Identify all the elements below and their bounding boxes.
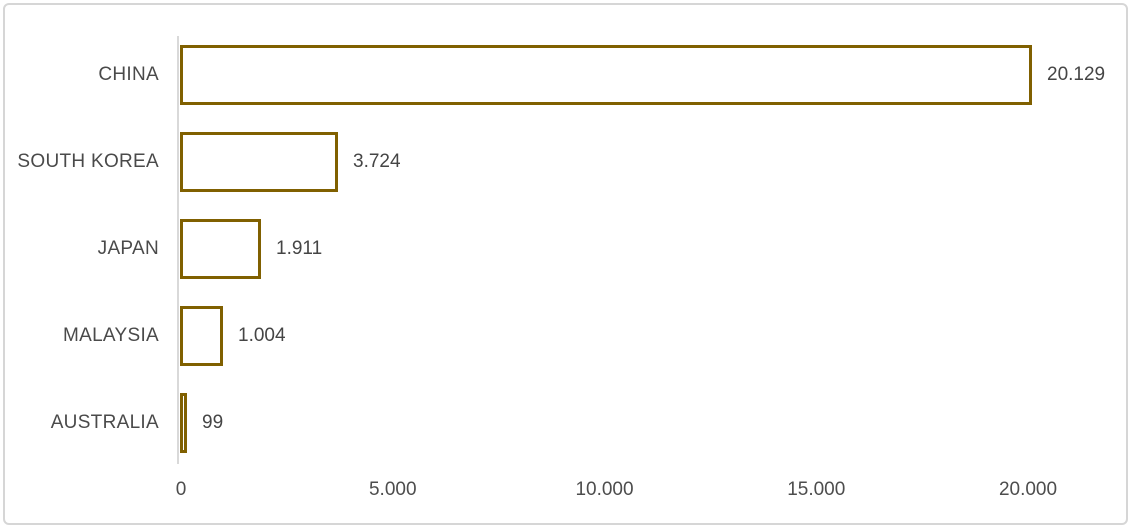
bar-south-korea — [180, 132, 338, 192]
x-tick-5.000: 5.000 — [368, 479, 417, 500]
category-label-china: CHINA — [98, 64, 159, 85]
category-label-malaysia: MALAYSIA — [62, 325, 159, 346]
value-label-malaysia: 1.004 — [238, 325, 286, 346]
value-label-japan: 1.911 — [276, 238, 323, 259]
x-tick-15.000: 15.000 — [787, 479, 846, 500]
bar-australia — [180, 393, 187, 453]
bar-japan — [180, 219, 261, 279]
value-label-australia: 99 — [202, 412, 224, 433]
value-label-china: 20.129 — [1047, 64, 1106, 85]
x-tick-0: 0 — [175, 479, 187, 500]
category-label-australia: AUSTRALIA — [50, 412, 159, 433]
y-axis-line — [177, 36, 179, 464]
category-label-japan: JAPAN — [97, 238, 159, 259]
value-label-south-korea: 3.724 — [353, 151, 401, 172]
bar-china — [180, 45, 1032, 105]
x-tick-10.000: 10.000 — [575, 479, 634, 500]
x-tick-20.000: 20.000 — [998, 479, 1058, 500]
bar-malaysia — [180, 306, 223, 366]
category-label-south-korea: SOUTH KOREA — [17, 151, 159, 172]
